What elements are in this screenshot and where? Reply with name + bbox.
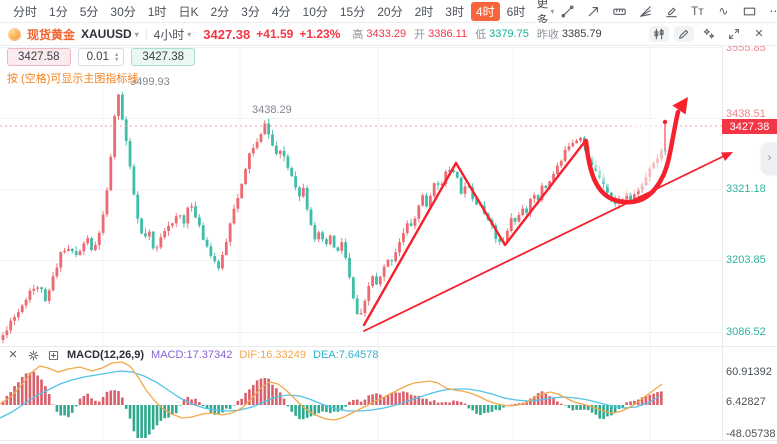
price-axis-tick: 3203.85 — [726, 254, 766, 266]
timeframe-button[interactable]: 分时 — [13, 4, 38, 19]
timeframe-button[interactable]: 1分 — [49, 4, 68, 19]
timeframe-button[interactable]: 2时 — [414, 4, 434, 19]
symbol-logo-icon — [8, 27, 21, 41]
sell-price-button[interactable]: 3427.58 — [7, 48, 71, 66]
stat-dark: 昨收 3385.79 — [537, 26, 602, 42]
pencil-icon[interactable] — [662, 2, 680, 20]
candle-style-icon[interactable] — [649, 26, 669, 42]
chevron-down-icon: ▾ — [134, 29, 139, 39]
buy-price-button[interactable]: 3427.38 — [131, 48, 195, 66]
timeframe-button[interactable]: 10分 — [302, 4, 328, 19]
symbol-selector[interactable]: XAUUSD ▾ — [81, 27, 139, 41]
chevron-down-icon: ▾ — [187, 29, 192, 39]
timeframe-button[interactable]: 20分 — [377, 4, 403, 19]
arrow-icon[interactable] — [584, 2, 602, 20]
symbol-name: 现货黄金 — [27, 27, 76, 42]
wave-icon[interactable]: ∿ — [718, 4, 729, 18]
close-icon[interactable]: ✕ — [8, 348, 18, 361]
timeframe-button[interactable]: 1时 — [147, 4, 167, 19]
macd-value: MACD:17.37342 — [151, 349, 233, 361]
timeframe-button[interactable]: 5分 — [79, 4, 99, 19]
quick-trade-row: 3427.58 0.01 ▲ ▼ 3427.38 — [7, 48, 195, 66]
stat-label: 高 — [352, 29, 364, 41]
stat-value: 3386.11 — [428, 28, 468, 40]
stat-value: 3385.79 — [561, 28, 602, 40]
timeframe-button[interactable]: 30分 — [110, 4, 136, 19]
text-icon[interactable]: Tт — [690, 4, 704, 18]
chevron-down-icon: ▾ — [550, 6, 555, 16]
timeframe-label: 4小时 — [153, 27, 185, 42]
maximize-icon[interactable] — [46, 348, 60, 362]
stepper-arrows: ▲ ▼ — [113, 51, 120, 63]
gann-fan-icon[interactable] — [636, 2, 654, 20]
collapse-panel-tab[interactable]: › — [762, 142, 777, 174]
macd-axis-tick: -48.05738 — [726, 428, 776, 440]
timeframe-button[interactable]: 4分 — [271, 4, 291, 19]
timeframe-button[interactable]: 3时 — [445, 4, 464, 19]
timeframe-selector[interactable]: 4小时 ▾ — [154, 26, 192, 43]
symbol-header: 现货黄金 XAUUSD ▾ | 4小时 ▾ 3427.38 +41.59 +1.… — [0, 23, 777, 46]
stat-label: 昨收 — [536, 29, 559, 41]
macd-axis-tick: 60.91392 — [726, 366, 772, 378]
swing-high-label: 3438.29 — [252, 104, 292, 116]
timeframe-button[interactable]: 15分 — [339, 4, 366, 19]
dif-value: DIF:16.33249 — [239, 349, 307, 361]
draw-toolbar: Tт ∿ ⋯ — [558, 2, 777, 20]
timeframe-list: 分时 1分 5分 30分 1时 日K 2分 3分 4分 10分 15分 20分 2时 3时 4时 6时 更多 ▾ — [8, 0, 558, 29]
dea-value: DEA:7.64578 — [313, 349, 379, 361]
quantity-stepper[interactable]: 0.01 ▲ ▼ — [77, 48, 125, 66]
price-axis-tick: 3321.18 — [726, 183, 766, 195]
close-icon[interactable]: ✕ — [754, 27, 764, 40]
timeframe-button[interactable]: 3分 — [241, 4, 260, 19]
stat-value: 3433.29 — [366, 28, 407, 40]
stat-teal: 低 3379.75 — [475, 26, 529, 42]
step-down-icon[interactable]: ▼ — [113, 56, 120, 63]
trend-line-icon[interactable] — [558, 2, 576, 20]
stat-label: 开 — [414, 29, 426, 41]
timeframe-button[interactable]: 2分 — [210, 4, 230, 19]
stat-value: 3379.75 — [489, 28, 529, 40]
price-axis-tick: 3086.52 — [726, 326, 766, 338]
edit-pen-icon[interactable] — [674, 26, 694, 42]
stat-red: 开 3386.11 — [414, 26, 467, 42]
macd-title[interactable]: MACD(12,26,9) — [67, 349, 145, 361]
rectangle-icon[interactable] — [740, 2, 758, 20]
divider: | — [144, 28, 148, 40]
chart-action-buttons: ✕ — [649, 26, 769, 42]
symbol-code: XAUUSD — [81, 27, 132, 41]
stat-label: 低 — [475, 29, 487, 41]
expand-icon[interactable] — [724, 26, 744, 42]
timeframe-button[interactable]: 6时 — [506, 4, 526, 19]
macd-axis-tick: 6.42827 — [726, 396, 766, 408]
last-price: 3427.38 — [203, 26, 251, 42]
price-change-pct: +1.23% — [299, 27, 341, 41]
step-up-icon[interactable]: ▲ — [113, 51, 120, 58]
macd-header: ✕ MACD(12,26,9) MACD:17.37342 DIF:16.332… — [6, 348, 378, 362]
top-toolbar: 分时 1分 5分 30分 1时 日K 2分 3分 4分 10分 15分 20分 2时 3时 4时 6时 更多 ▾ … — [0, 0, 777, 27]
timeframe-button[interactable]: 日K — [178, 4, 199, 19]
gear-icon[interactable] — [26, 348, 40, 362]
spacebar-hint: 按 (空格)可显示主图指标线 — [7, 73, 139, 85]
more-icon[interactable]: ⋯ — [769, 4, 777, 18]
price-change: +41.59 — [256, 27, 294, 41]
stat-red: 高 3433.29 — [352, 26, 406, 42]
current-price-badge: 3427.38 — [722, 119, 777, 134]
step-value: 0.01 — [86, 51, 109, 63]
timeframe-button[interactable]: 4时 — [470, 1, 500, 21]
swing-high-label: 3499.93 — [130, 76, 170, 88]
indicators-icon[interactable] — [699, 26, 719, 42]
price-axis-tick: 3438.51 — [726, 108, 766, 120]
ohlc-stats: 高 3433.29 开 3386.11 低 3379.75 昨收 3385.79 — [352, 26, 601, 42]
ruler-icon[interactable] — [610, 2, 628, 20]
